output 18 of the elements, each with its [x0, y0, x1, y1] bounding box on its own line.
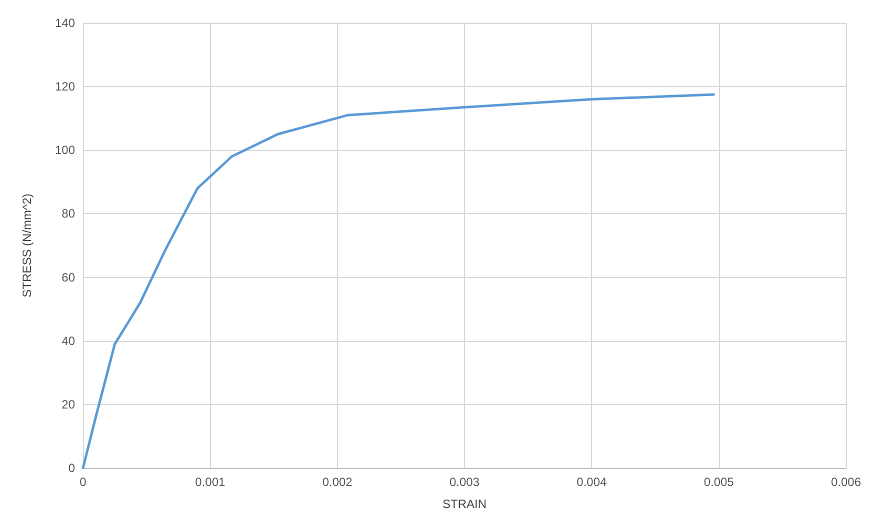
y-tick-label: 80 [62, 206, 76, 221]
y-axis-title: STRESS (N/mm^2) [20, 194, 34, 298]
x-tick-label: 0.001 [195, 475, 226, 489]
y-tick-label: 0 [68, 461, 76, 475]
y-tick-label: 120 [54, 80, 76, 94]
y-tick-label: 60 [62, 270, 76, 284]
x-tick-label: 0.005 [704, 475, 734, 489]
y-tick-label: 40 [62, 334, 76, 348]
x-tick-label: 0.006 [830, 475, 862, 489]
y-tick-label: 20 [62, 397, 76, 412]
line-series [82, 93, 715, 470]
x-tick-label: 0.003 [449, 475, 480, 489]
y-tick-label: 140 [54, 16, 76, 30]
y-tick-label: 100 [54, 143, 76, 158]
x-axis-title: STRAIN [442, 497, 487, 511]
x-tick-label: 0.004 [576, 475, 608, 489]
x-tick-label: 0.002 [322, 475, 353, 489]
x-tick-label: 0 [80, 475, 87, 489]
